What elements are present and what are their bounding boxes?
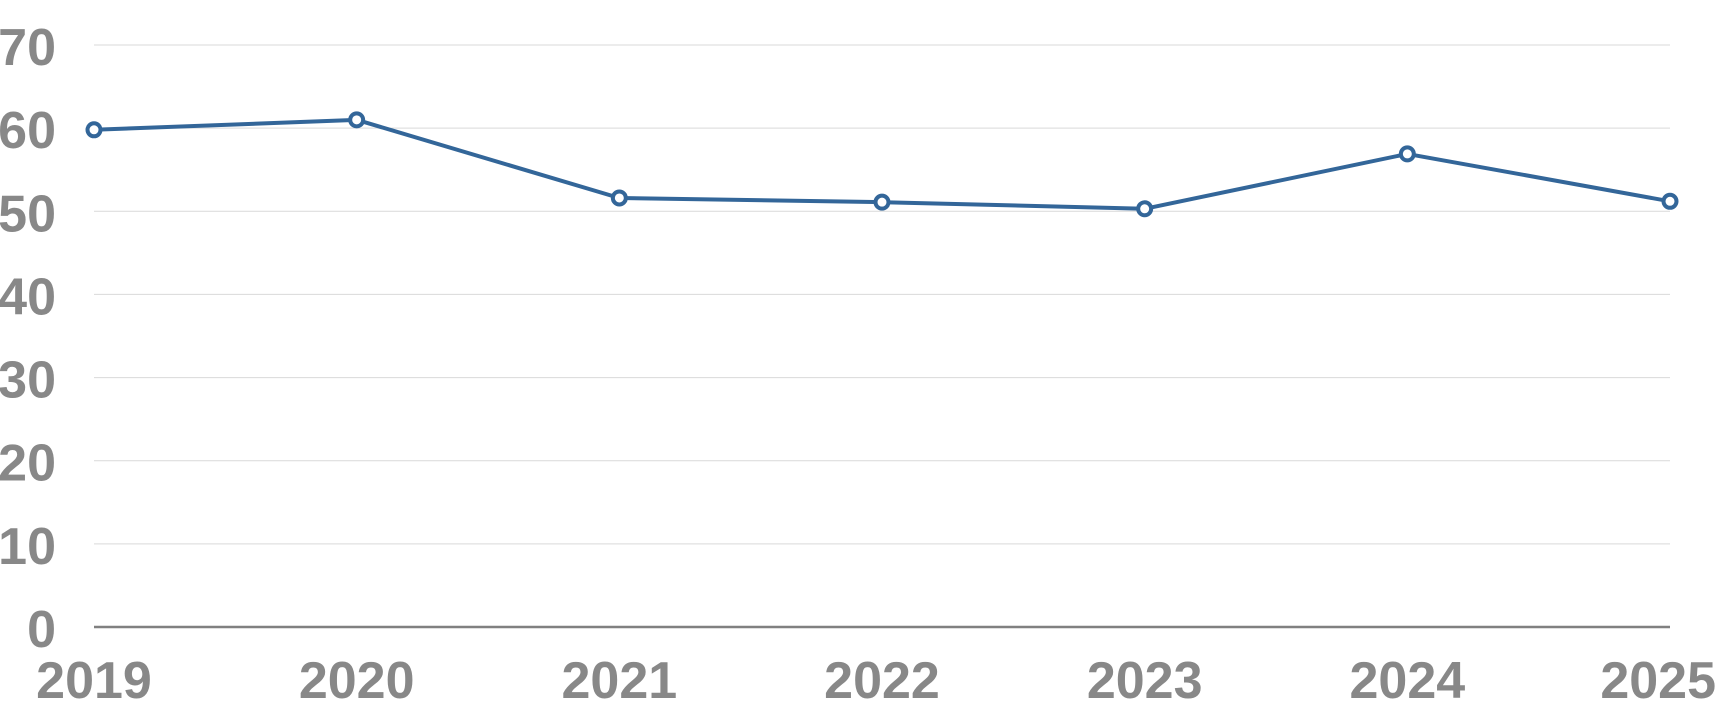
data-point (348, 111, 366, 129)
y-tick-label: 10 (0, 518, 56, 576)
data-point (85, 121, 103, 139)
y-tick-label: 50 (0, 185, 56, 243)
y-tick-label: 40 (0, 268, 56, 326)
y-tick-label: 20 (0, 435, 56, 493)
y-tick-label: 30 (0, 352, 56, 410)
data-point (873, 193, 891, 211)
x-tick-label: 2024 (1349, 652, 1465, 708)
data-point (1398, 145, 1416, 163)
y-tick-label: 70 (0, 19, 56, 77)
y-tick-label: 0 (27, 601, 56, 659)
x-tick-label: 2020 (299, 652, 415, 708)
x-tick-label: 2019 (36, 652, 152, 708)
x-tick-label: 2022 (824, 652, 940, 708)
y-tick-label: 60 (0, 102, 56, 160)
series-layer (85, 111, 1679, 218)
data-point (610, 189, 628, 207)
x-tick-label: 2025 (1600, 652, 1716, 708)
data-point (1136, 200, 1154, 218)
x-tick-label: 2023 (1087, 652, 1203, 708)
y-axis: 0 10 20 30 40 50 60 70 (0, 19, 56, 659)
x-axis: 2019 2020 2021 2022 2023 2024 2025 (36, 625, 1716, 708)
x-tick-label: 2021 (561, 652, 677, 708)
data-point (1661, 192, 1679, 210)
